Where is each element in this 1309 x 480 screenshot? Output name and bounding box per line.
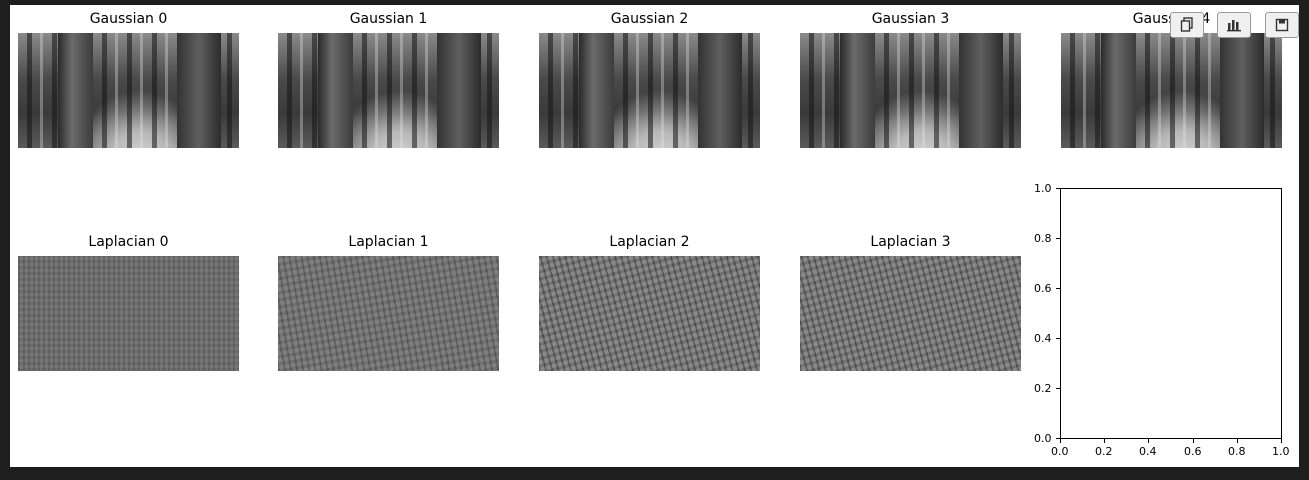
laplacian-title-1: Laplacian 1: [348, 234, 429, 250]
gaussian-image-2: [539, 33, 760, 148]
x-tick-label: 1.0: [1272, 445, 1290, 458]
laplacian-image-2: [539, 256, 760, 371]
x-tick-label: 0.4: [1139, 445, 1157, 458]
x-tick-mark: [1060, 439, 1061, 443]
x-tick-mark: [1281, 439, 1282, 443]
y-tick-label: 0.8: [1034, 232, 1052, 245]
x-tick-label: 0.6: [1184, 445, 1202, 458]
gaussian-image-3: [800, 33, 1021, 148]
y-tick-mark: [1056, 338, 1060, 339]
copy-button[interactable]: [1170, 12, 1204, 38]
y-tick-mark: [1056, 288, 1060, 289]
bar-chart-icon: [1227, 20, 1241, 32]
gaussian-title-1: Gaussian 1: [349, 11, 428, 27]
gaussian-image-4: [1061, 33, 1282, 148]
y-tick-label: 0.6: [1034, 282, 1052, 295]
laplacian-title-0: Laplacian 0: [88, 234, 169, 250]
x-tick-label: 0.0: [1051, 445, 1069, 458]
x-tick-mark: [1104, 439, 1105, 443]
empty-axes: [1060, 188, 1282, 439]
y-tick-mark: [1056, 238, 1060, 239]
y-tick-label: 0.0: [1034, 432, 1052, 445]
chart-button[interactable]: [1217, 12, 1251, 38]
x-tick-mark: [1193, 439, 1194, 443]
gaussian-title-3: Gaussian 3: [871, 11, 950, 27]
y-tick-mark: [1056, 188, 1060, 189]
laplacian-image-3: [800, 256, 1021, 371]
gaussian-title-2: Gaussian 2: [610, 11, 689, 27]
save-button[interactable]: [1265, 12, 1299, 38]
gaussian-title-0: Gaussian 0: [89, 11, 168, 27]
y-tick-label: 1.0: [1034, 182, 1052, 195]
x-tick-label: 0.8: [1228, 445, 1246, 458]
gaussian-image-0: [18, 33, 239, 148]
x-tick-label: 0.2: [1095, 445, 1113, 458]
x-tick-mark: [1237, 439, 1238, 443]
y-tick-label: 0.4: [1034, 332, 1052, 345]
y-tick-mark: [1056, 388, 1060, 389]
copy-icon: [1180, 17, 1193, 32]
y-tick-mark: [1056, 438, 1060, 439]
save-icon: [1275, 18, 1289, 32]
gaussian-image-1: [278, 33, 499, 148]
laplacian-image-1: [278, 256, 499, 371]
laplacian-title-2: Laplacian 2: [609, 234, 690, 250]
matplotlib-figure: Gaussian 0 Gaussian 1 Gaussian 2 Gaussia…: [10, 5, 1299, 467]
laplacian-image-0: [18, 256, 239, 371]
x-tick-mark: [1148, 439, 1149, 443]
laplacian-title-3: Laplacian 3: [870, 234, 951, 250]
y-tick-label: 0.2: [1034, 382, 1052, 395]
